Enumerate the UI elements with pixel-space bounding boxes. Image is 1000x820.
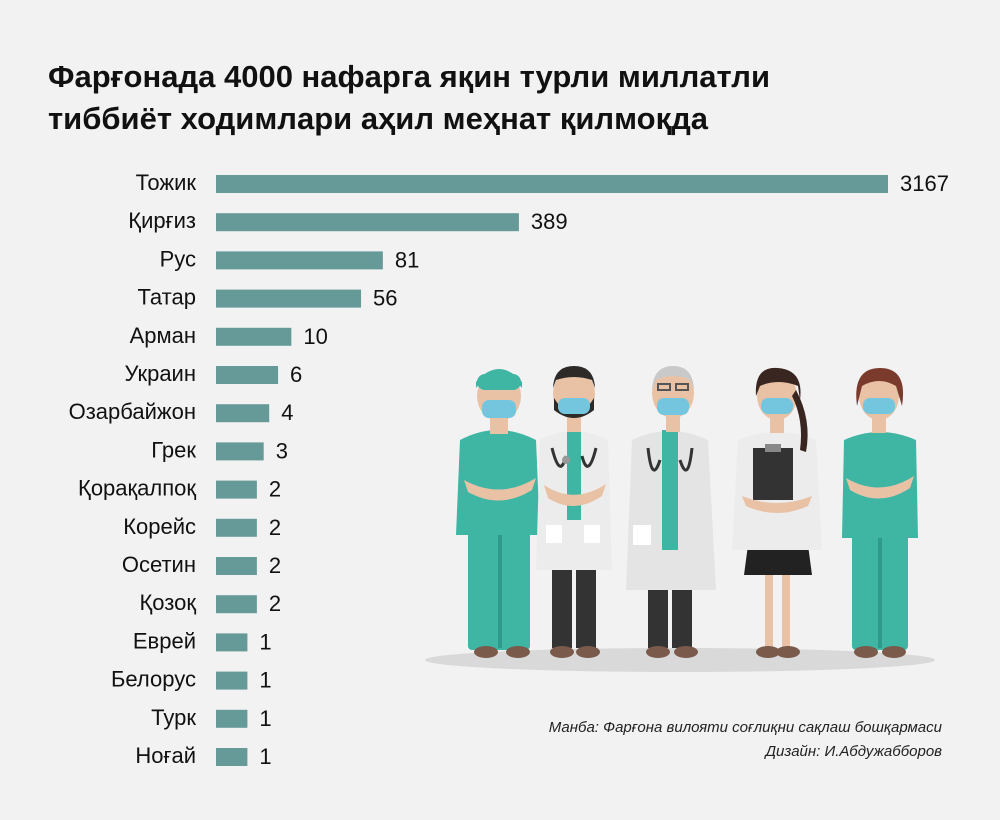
bar xyxy=(216,557,257,575)
value-label: 3167 xyxy=(900,171,949,196)
value-label: 1 xyxy=(259,744,271,769)
bar xyxy=(216,442,264,461)
nurse-female-figure xyxy=(842,368,918,658)
value-label: 1 xyxy=(259,629,271,654)
value-label: 1 xyxy=(259,706,271,731)
value-label: 2 xyxy=(269,553,281,578)
bar xyxy=(216,175,888,193)
category-label: Қорақалпоқ xyxy=(78,476,196,501)
value-label: 3 xyxy=(276,438,288,463)
bar xyxy=(216,671,248,690)
category-label: Корейс xyxy=(123,514,196,539)
category-label: Еврей xyxy=(133,628,196,653)
category-label: Озарбайжон xyxy=(69,399,196,424)
chart-title: Фарғонада 4000 нафарга яқин турли миллат… xyxy=(48,56,948,140)
category-label: Арман xyxy=(130,323,196,348)
category-label: Татар xyxy=(137,285,196,310)
nurse-male-figure xyxy=(456,369,540,658)
title-line-2: тиббиёт ходимлари аҳил меҳнат қилмоқда xyxy=(48,101,709,136)
doctor-senior-figure xyxy=(626,366,716,658)
value-label: 2 xyxy=(269,515,281,540)
category-label: Турк xyxy=(151,705,196,730)
medical-staff-illustration xyxy=(425,366,935,672)
chart-source: Манба: Фарғона вилояти соғлиқни сақлаш б… xyxy=(549,716,942,764)
bar xyxy=(216,289,362,308)
bar xyxy=(216,213,519,232)
bar xyxy=(216,366,279,384)
value-label: 6 xyxy=(290,362,302,387)
source-line: Манба: Фарғона вилояти соғлиқни сақлаш б… xyxy=(548,719,942,736)
bar xyxy=(216,251,383,270)
value-label: 389 xyxy=(531,209,568,234)
value-label: 81 xyxy=(395,247,419,272)
bar xyxy=(216,748,248,766)
bar xyxy=(216,595,257,614)
bar xyxy=(216,633,248,652)
category-label: Рус xyxy=(160,246,196,271)
design-credit: Дизайн: И.Абдужабборов xyxy=(765,743,942,760)
value-label: 1 xyxy=(259,668,271,693)
value-label: 4 xyxy=(281,400,293,425)
bar xyxy=(216,480,257,499)
category-label: Грек xyxy=(151,437,196,462)
doctor-female-figure xyxy=(732,367,822,658)
bar xyxy=(216,518,257,537)
title-line-1: Фарғонада 4000 нафарга яқин турли миллат… xyxy=(48,59,771,94)
category-label: Қирғиз xyxy=(128,208,196,233)
value-label: 56 xyxy=(373,286,397,311)
category-label: Тожик xyxy=(136,170,197,195)
category-label: Белорус xyxy=(111,667,196,692)
value-label: 2 xyxy=(269,477,281,502)
category-label: Украин xyxy=(124,361,196,386)
category-label: Қозоқ xyxy=(139,590,196,615)
bar xyxy=(216,327,292,346)
bar xyxy=(216,709,248,728)
doctor-male-figure xyxy=(536,366,612,658)
category-label: Осетин xyxy=(122,552,196,577)
category-label: Ноғай xyxy=(135,743,196,768)
bar xyxy=(216,404,270,423)
value-label: 2 xyxy=(269,591,281,616)
value-label: 10 xyxy=(303,324,327,349)
